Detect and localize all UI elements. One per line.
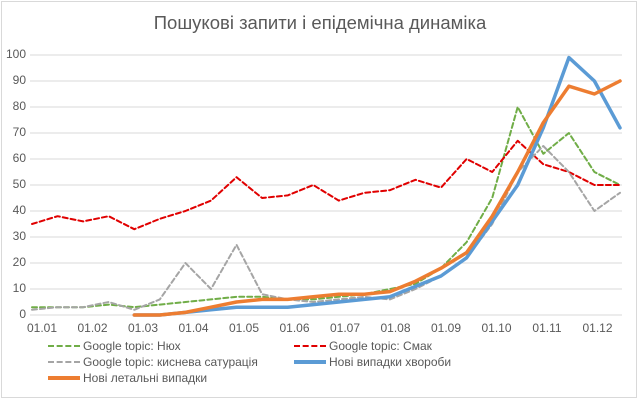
x-tick-label: 01.07 [329,321,361,335]
y-tick-label: 80 [12,99,26,113]
legend-label: Google topic: Смак [329,339,432,353]
y-tick-label: 40 [12,203,26,217]
x-tick-label: 01.04 [178,321,209,335]
series-line [132,79,622,317]
y-tick-label: 90 [12,73,26,87]
legend-item-new-cases: Нові випадки хвороби [294,355,451,369]
chart-title: Пошукові запити і епідемічна динаміка [153,12,487,33]
x-tick-label: 01.09 [430,321,462,335]
y-tick-label: 20 [12,255,26,269]
y-tick-label: 0 [19,307,26,321]
legend-item-oxygen-saturation: Google topic: киснева сатурація [48,355,258,369]
legend-label: Google topic: Нюх [83,339,181,353]
series-line [31,106,621,309]
series-line [31,145,621,311]
x-tick-label: 01.08 [380,321,411,335]
legend-item-taste: Google topic: Смак [294,339,432,353]
legend-swatch-dashed-red [294,345,326,347]
series-lines [31,55,622,317]
x-tick-label: 01.01 [26,321,58,335]
x-tick-label: 01.06 [279,321,310,335]
y-tick-label: 30 [12,229,26,243]
x-tick-label: 01.10 [481,321,512,335]
legend-label: Нові випадки хвороби [329,355,452,369]
x-tick-label: 01.05 [228,321,260,335]
legend-swatch-solid-blue [294,360,326,364]
y-tick-label: 70 [12,125,26,139]
x-tick-label: 01.03 [127,321,159,335]
x-tick-label: 01.11 [532,321,562,335]
y-tick-label: 50 [12,177,26,191]
y-tick-label: 60 [12,151,26,165]
x-tick-label: 01.12 [582,321,613,335]
legend-swatch-dashed-gray [48,361,80,363]
legend-item-new-deaths: Нові летальні випадки [48,371,207,385]
gridlines [30,54,622,316]
legend-label: Google topic: киснева сатурація [83,355,258,369]
legend-label: Нові летальні випадки [83,371,208,385]
legend-item-smell: Google topic: Нюх [48,339,181,353]
legend-swatch-solid-orange [48,376,80,380]
y-tick-label: 100 [5,47,26,61]
y-tick-label: 10 [12,281,26,295]
series-line [31,139,621,231]
series-line [132,55,622,317]
legend-swatch-dashed-green [48,345,80,347]
x-tick-label: 01.02 [77,321,108,335]
